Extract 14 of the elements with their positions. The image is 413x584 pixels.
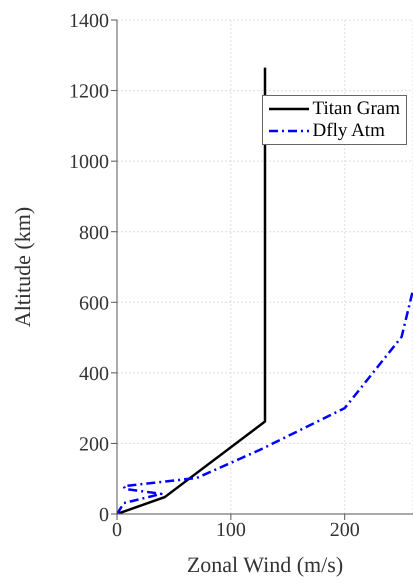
- y-tick-label: 200: [79, 434, 109, 456]
- x-axis-title: Zonal Wind (m/s): [186, 552, 344, 577]
- y-tick-label: 400: [79, 362, 109, 385]
- x-tick-label: 100: [216, 519, 246, 542]
- y-axis-title: Altitude (km): [10, 206, 35, 328]
- y-tick-label: 600: [79, 292, 109, 314]
- y-tick-label: 800: [79, 222, 109, 244]
- legend-label: Titan Gram: [312, 98, 400, 120]
- legend-label: Dfly Atm: [312, 120, 385, 142]
- x-tick-label: 200: [330, 519, 360, 542]
- y-tick-label: 1400: [69, 10, 109, 32]
- y-tick-label: 0: [99, 504, 109, 526]
- y-tick-label: 1200: [69, 80, 109, 103]
- y-tick-label: 1000: [69, 151, 109, 174]
